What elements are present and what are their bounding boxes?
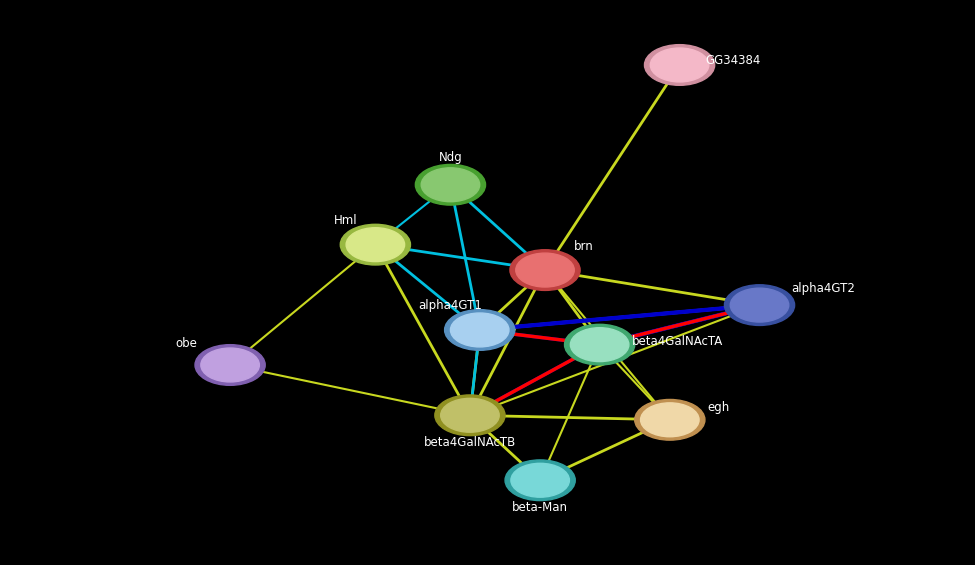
Text: alpha4GT1: alpha4GT1 [418,299,483,312]
Circle shape [450,313,509,347]
Text: Ndg: Ndg [439,151,462,164]
Circle shape [730,288,789,322]
Text: obe: obe [176,337,197,350]
Circle shape [635,399,705,440]
Circle shape [641,403,699,437]
Text: Hml: Hml [334,214,358,227]
Text: alpha4GT2: alpha4GT2 [791,281,855,295]
Circle shape [441,398,499,432]
Circle shape [565,324,635,365]
Circle shape [201,348,259,382]
Circle shape [510,250,580,290]
Circle shape [445,310,515,350]
Circle shape [516,253,574,287]
Circle shape [724,285,795,325]
Circle shape [511,463,569,497]
Text: brn: brn [574,240,594,254]
Text: GG34384: GG34384 [706,54,760,67]
Text: beta4GalNAcTB: beta4GalNAcTB [424,436,516,449]
Circle shape [435,395,505,436]
Circle shape [415,164,486,205]
Circle shape [195,345,265,385]
Text: beta4GalNAcTA: beta4GalNAcTA [632,335,723,349]
Circle shape [650,48,709,82]
Circle shape [340,224,410,265]
Circle shape [505,460,575,501]
Circle shape [346,228,405,262]
Circle shape [421,168,480,202]
Circle shape [644,45,715,85]
Text: beta-Man: beta-Man [512,501,568,514]
Circle shape [570,328,629,362]
Text: egh: egh [708,401,729,414]
